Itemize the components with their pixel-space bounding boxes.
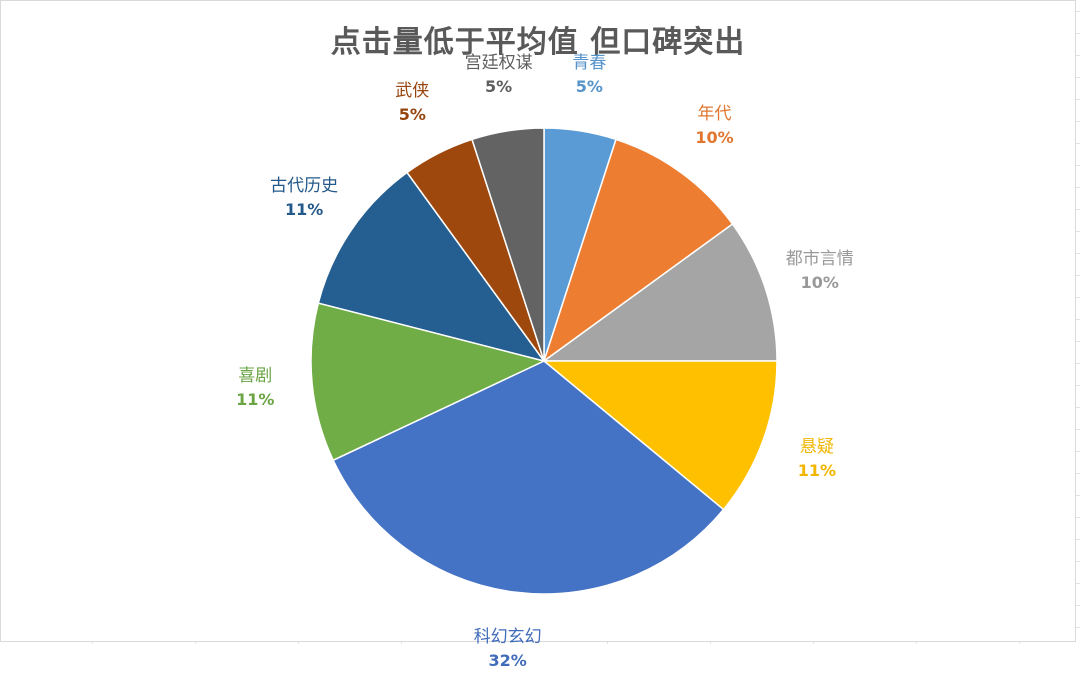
data-label-7: 武侠 5% (395, 79, 429, 127)
data-label-4: 科幻玄幻 32% (474, 625, 542, 673)
data-label-5: 喜剧 11% (236, 364, 274, 412)
pie-slice-4[interactable] (332, 360, 725, 595)
data-label-percent: 10% (800, 273, 839, 293)
pie-slice-2[interactable] (541, 223, 778, 362)
data-label-category: 都市言情 (785, 249, 854, 270)
data-label-1: 年代 10% (695, 102, 733, 150)
pie-chart[interactable] (1, 1, 1075, 641)
data-label-category: 科幻玄幻 (473, 626, 542, 647)
data-label-percent: 32% (488, 650, 527, 670)
data-label-category: 古代历史 (270, 176, 339, 196)
data-label-category: 喜剧 (238, 366, 273, 387)
pie-slice-8[interactable] (471, 127, 545, 362)
data-label-8: 宫廷权谋 5% (465, 51, 533, 99)
data-label-percent: 5% (398, 104, 426, 124)
pie-slice-1[interactable] (542, 138, 734, 363)
data-label-percent: 11% (284, 200, 324, 219)
chart-title: 点击量低于平均值 但口碑突出 (330, 25, 746, 60)
data-label-category: 年代 (697, 104, 732, 125)
data-label-category: 青春 (572, 52, 607, 73)
data-label-percent: 10% (695, 128, 734, 148)
data-label-percent: 5% (485, 76, 513, 96)
pie-slice-5[interactable] (310, 302, 547, 462)
data-label-category: 悬疑 (799, 437, 834, 458)
data-label-2: 都市言情 10% (786, 247, 854, 295)
data-label-percent: 5% (575, 76, 603, 96)
pie-slice-3[interactable] (541, 360, 778, 511)
data-label-category: 宫廷权谋 (464, 52, 533, 73)
data-label-percent: 11% (797, 461, 837, 481)
pie-slice-6[interactable] (317, 171, 546, 363)
data-label-percent: 11% (236, 390, 275, 410)
data-label-6: 古代历史 11% (270, 174, 338, 222)
data-label-category: 武侠 (395, 80, 430, 101)
data-label-3: 悬疑 11% (798, 435, 836, 483)
data-label-0: 青春 5% (572, 51, 606, 99)
